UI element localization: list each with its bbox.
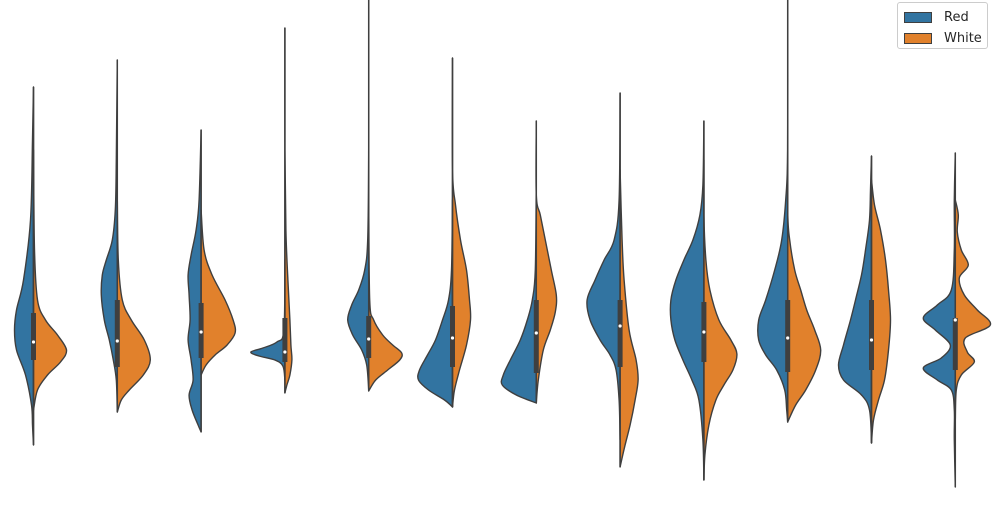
violin-median [283,350,287,354]
violin-plot-area [13,0,992,488]
violin-3 [187,129,237,433]
violin-half-white [870,179,892,444]
violin-9 [669,120,738,481]
legend-label-red: Red [944,9,969,25]
violin-median [199,330,203,334]
violin-half-white [32,149,68,411]
violin-half-white [786,119,822,423]
violin-half-white [954,199,992,421]
violin-half-red [669,120,705,481]
violin-6 [417,57,472,408]
violin-1 [13,86,68,446]
violin-half-red [586,92,621,441]
violin-7 [500,120,558,404]
legend-swatch-white [904,32,932,44]
violin-median [618,324,622,328]
violin-4 [250,27,293,394]
violin-half-red [500,179,537,404]
violin-half-red [417,199,454,408]
violin-half-red [13,86,35,446]
violin-8 [586,92,639,468]
violin-5 [346,0,403,392]
violin-median [953,318,957,322]
violin-median [702,330,706,334]
violin-half-white [200,209,237,376]
violin-12 [922,152,992,488]
violin-half-white [535,120,558,404]
violin-median [31,340,36,344]
violin-11 [837,155,892,444]
violin-median [450,336,455,340]
legend-entry-white: White [904,29,982,47]
violin-10 [757,0,822,423]
legend-entry-red: Red [904,8,969,26]
violin-half-red [250,259,286,381]
violin-half-red [346,0,370,391]
violin-half-white [619,169,639,468]
violin-half-red [100,59,118,413]
violin-half-red [922,152,956,488]
violin-half-red [757,0,789,423]
violin-half-white [451,57,472,408]
violin-half-white [368,199,403,392]
violin-2 [100,59,152,413]
legend-swatch-red [904,11,932,23]
legend-label-white: White [944,30,982,46]
violin-half-red [187,129,202,433]
legend: Red White [897,2,988,49]
violin-median [786,336,790,340]
violin-median [534,331,538,335]
violin-median [367,337,371,341]
violin-half-white [116,199,152,413]
violin-half-white [703,159,738,481]
violin-median [869,338,874,342]
violin-median [115,339,119,343]
violin-half-red [837,155,873,444]
